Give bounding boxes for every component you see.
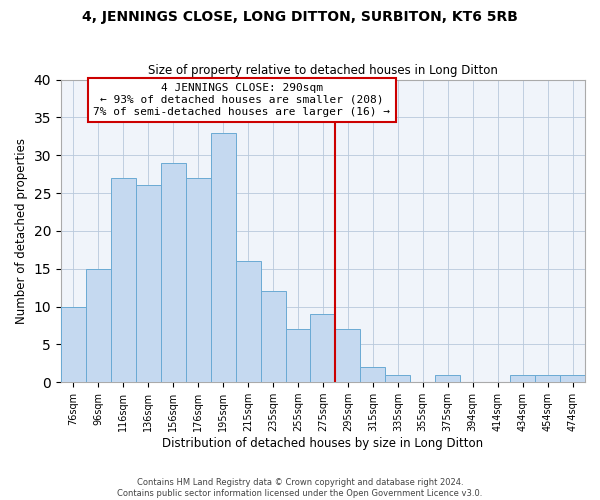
Bar: [286, 330, 310, 382]
Bar: [385, 374, 410, 382]
Bar: [535, 374, 560, 382]
Bar: [161, 163, 185, 382]
Bar: [236, 261, 260, 382]
Bar: [310, 314, 335, 382]
Bar: [86, 268, 111, 382]
Y-axis label: Number of detached properties: Number of detached properties: [15, 138, 28, 324]
Text: Contains HM Land Registry data © Crown copyright and database right 2024.
Contai: Contains HM Land Registry data © Crown c…: [118, 478, 482, 498]
Bar: [136, 186, 161, 382]
Bar: [61, 306, 86, 382]
X-axis label: Distribution of detached houses by size in Long Ditton: Distribution of detached houses by size …: [163, 437, 484, 450]
Bar: [335, 330, 361, 382]
Bar: [560, 374, 585, 382]
Text: 4 JENNINGS CLOSE: 290sqm
← 93% of detached houses are smaller (208)
7% of semi-d: 4 JENNINGS CLOSE: 290sqm ← 93% of detach…: [94, 84, 391, 116]
Bar: [211, 132, 236, 382]
Bar: [510, 374, 535, 382]
Bar: [111, 178, 136, 382]
Bar: [185, 178, 211, 382]
Text: 4, JENNINGS CLOSE, LONG DITTON, SURBITON, KT6 5RB: 4, JENNINGS CLOSE, LONG DITTON, SURBITON…: [82, 10, 518, 24]
Title: Size of property relative to detached houses in Long Ditton: Size of property relative to detached ho…: [148, 64, 498, 77]
Bar: [361, 367, 385, 382]
Bar: [260, 292, 286, 382]
Bar: [435, 374, 460, 382]
